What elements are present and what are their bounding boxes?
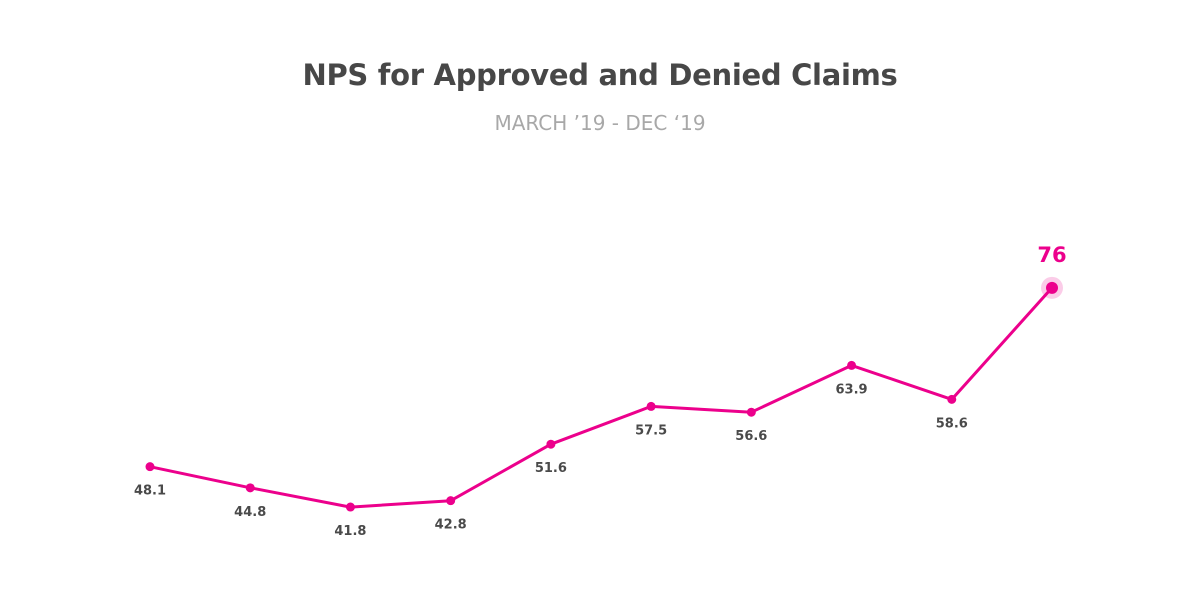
- data-label: 41.8: [334, 524, 366, 539]
- data-point[interactable]: [245, 483, 255, 493]
- data-point[interactable]: [746, 407, 756, 417]
- data-point[interactable]: [446, 496, 456, 506]
- chart-subtitle: MARCH ’19 - DEC ‘19: [494, 111, 706, 135]
- data-point[interactable]: [847, 360, 857, 370]
- data-label: 58.6: [936, 416, 968, 431]
- data-label: 42.8: [435, 518, 467, 533]
- highlight-data-point[interactable]: [1046, 281, 1058, 294]
- data-label: 51.6: [535, 461, 567, 476]
- series-line: [148, 286, 1054, 509]
- data-label: 56.6: [735, 429, 767, 444]
- data-point[interactable]: [345, 502, 355, 512]
- data-point[interactable]: [145, 462, 155, 472]
- highlight-data-label: 76: [1037, 243, 1066, 267]
- data-label: 48.1: [134, 484, 166, 499]
- data-point[interactable]: [646, 401, 656, 411]
- data-label: 44.8: [234, 505, 266, 520]
- chart-title: NPS for Approved and Denied Claims: [302, 58, 898, 92]
- data-point[interactable]: [546, 439, 556, 449]
- data-label: 63.9: [836, 382, 868, 397]
- data-point[interactable]: [947, 394, 957, 404]
- data-label: 57.5: [635, 423, 667, 438]
